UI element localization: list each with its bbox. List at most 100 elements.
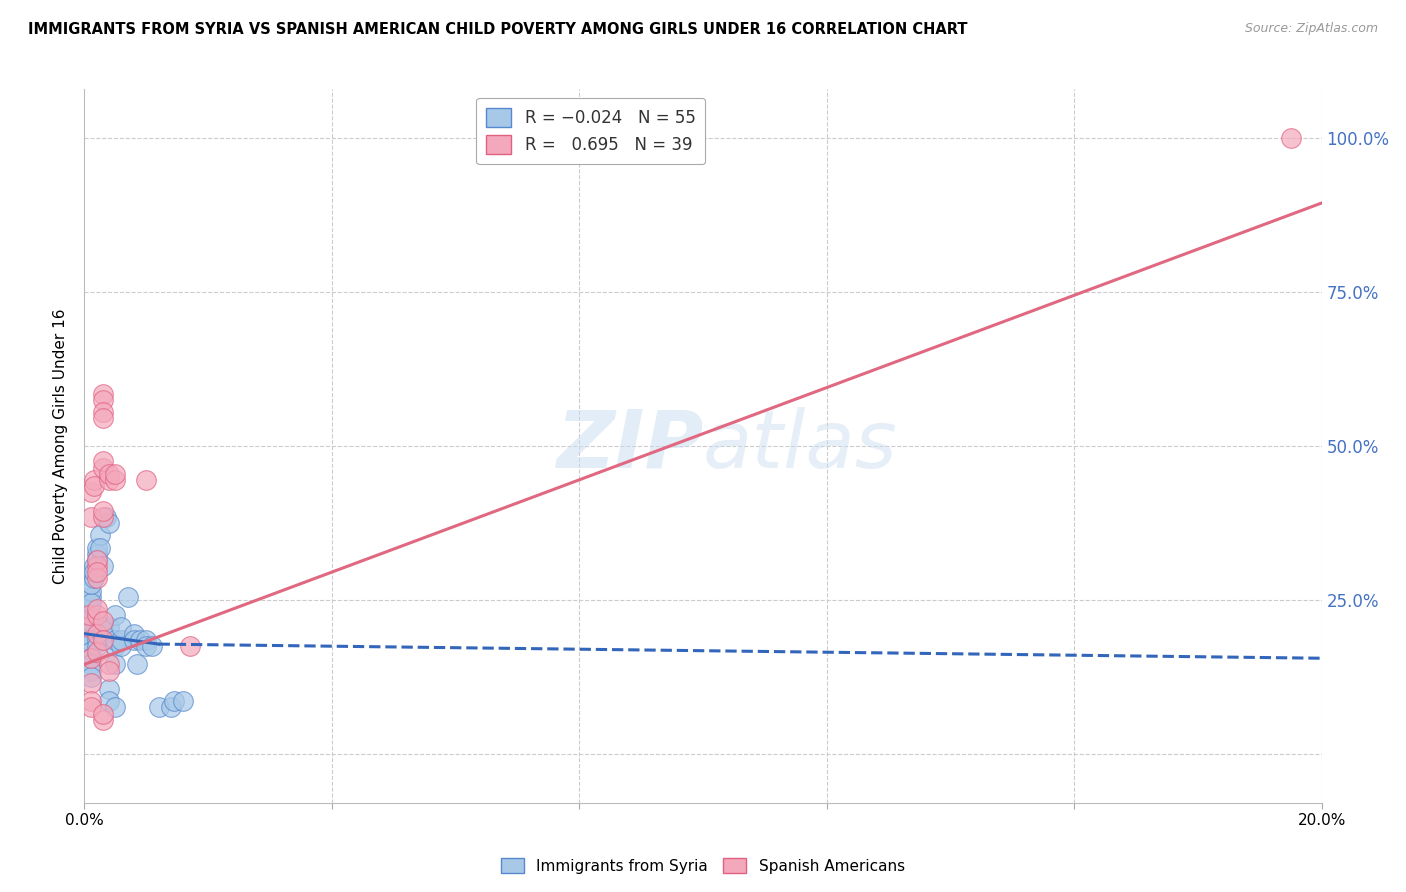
Point [110, 639, 132, 653]
Point [179, 639, 201, 653]
Point [79, 608, 101, 623]
Y-axis label: Child Poverty Among Girls Under 16: Child Poverty Among Girls Under 16 [53, 309, 69, 583]
Point [89, 528, 111, 542]
Point [91, 411, 114, 425]
Point [117, 590, 139, 604]
Point [79, 664, 101, 678]
Point [79, 694, 101, 708]
Point [79, 651, 101, 665]
Point [79, 620, 101, 634]
Legend: Immigrants from Syria, Spanish Americans: Immigrants from Syria, Spanish Americans [495, 852, 911, 880]
Point [83, 473, 105, 487]
Point [86, 541, 108, 555]
Point [86, 639, 108, 653]
Point [129, 632, 152, 647]
Point [104, 473, 127, 487]
Point [163, 694, 186, 708]
Point [86, 632, 108, 647]
Point [122, 632, 145, 647]
Point [79, 620, 101, 634]
Point [86, 553, 108, 567]
Point [98, 516, 121, 530]
Point [79, 583, 101, 598]
Point [79, 602, 101, 616]
Point [83, 479, 105, 493]
Text: atlas: atlas [703, 407, 898, 485]
Point [86, 626, 108, 640]
Point [141, 639, 163, 653]
Text: IMMIGRANTS FROM SYRIA VS SPANISH AMERICAN CHILD POVERTY AMONG GIRLS UNDER 16 COR: IMMIGRANTS FROM SYRIA VS SPANISH AMERICA… [28, 22, 967, 37]
Point [104, 639, 127, 653]
Point [91, 558, 114, 573]
Point [135, 473, 157, 487]
Point [79, 590, 101, 604]
Point [104, 467, 127, 481]
Point [86, 602, 108, 616]
Point [86, 571, 108, 585]
Point [91, 386, 114, 401]
Text: ZIP: ZIP [555, 407, 703, 485]
Point [79, 700, 101, 714]
Point [91, 632, 114, 647]
Point [89, 541, 111, 555]
Point [91, 713, 114, 727]
Point [91, 460, 114, 475]
Point [79, 596, 101, 610]
Point [79, 657, 101, 672]
Point [98, 657, 121, 672]
Point [122, 626, 145, 640]
Point [110, 632, 132, 647]
Point [91, 615, 114, 629]
Point [148, 700, 170, 714]
Point [86, 553, 108, 567]
Point [79, 670, 101, 684]
Point [79, 615, 101, 629]
Point [91, 503, 114, 517]
Point [79, 639, 101, 653]
Point [91, 509, 114, 524]
Point [86, 645, 108, 659]
Point [91, 405, 114, 419]
Point [79, 577, 101, 591]
Point [98, 681, 121, 696]
Point [79, 608, 101, 623]
Point [104, 608, 127, 623]
Point [91, 392, 114, 407]
Point [160, 700, 183, 714]
Point [135, 632, 157, 647]
Point [98, 467, 121, 481]
Point [86, 608, 108, 623]
Point [86, 565, 108, 579]
Point [91, 454, 114, 468]
Point [86, 558, 108, 573]
Point [1279, 131, 1302, 145]
Point [172, 694, 194, 708]
Point [98, 620, 121, 634]
Point [98, 694, 121, 708]
Point [110, 620, 132, 634]
Point [83, 565, 105, 579]
Point [104, 632, 127, 647]
Point [91, 706, 114, 721]
Point [91, 626, 114, 640]
Point [83, 571, 105, 585]
Point [79, 485, 101, 500]
Point [79, 645, 101, 659]
Point [91, 632, 114, 647]
Point [79, 626, 101, 640]
Point [94, 509, 117, 524]
Point [79, 632, 101, 647]
Point [98, 473, 121, 487]
Legend: R = −0.024   N = 55, R =   0.695   N = 39: R = −0.024 N = 55, R = 0.695 N = 39 [477, 97, 706, 164]
Point [104, 657, 127, 672]
Point [79, 509, 101, 524]
Point [86, 547, 108, 561]
Point [79, 676, 101, 690]
Point [79, 651, 101, 665]
Point [91, 620, 114, 634]
Point [98, 664, 121, 678]
Text: Source: ZipAtlas.com: Source: ZipAtlas.com [1244, 22, 1378, 36]
Point [125, 657, 148, 672]
Point [104, 700, 127, 714]
Point [135, 639, 157, 653]
